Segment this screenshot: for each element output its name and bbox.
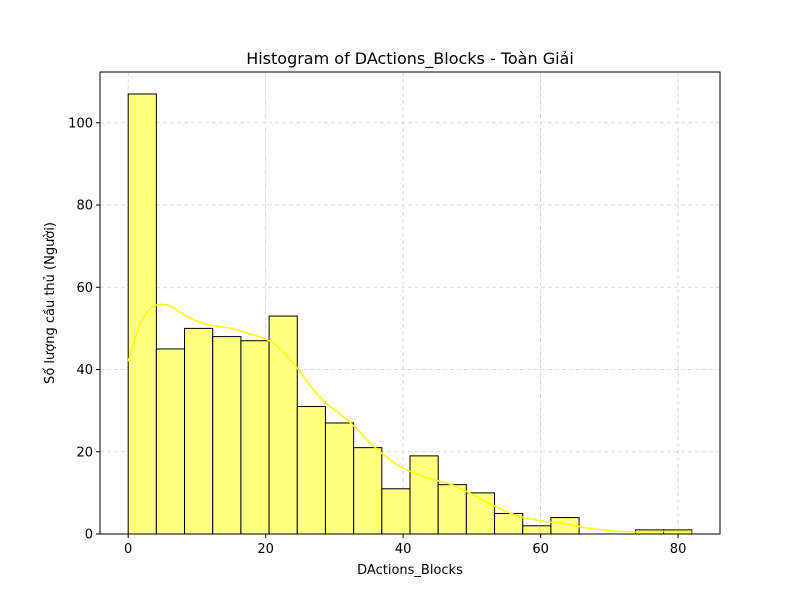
x-axis-ticks: 0 20 40 60 80	[124, 534, 686, 557]
y-tick-label: 40	[76, 363, 93, 378]
x-tick-label: 0	[124, 542, 132, 557]
histogram-bar	[184, 327, 214, 535]
y-tick-label: 80	[76, 199, 93, 214]
y-tick-label: 100	[68, 116, 93, 131]
histogram-bar	[240, 340, 270, 535]
y-tick-label: 20	[76, 445, 93, 460]
histogram-bar	[212, 336, 242, 535]
x-tick-label: 60	[532, 542, 549, 557]
y-axis-label: Số lượng cầu thủ (Người)	[43, 222, 58, 384]
x-axis-label: DActions_Blocks	[357, 563, 463, 578]
x-tick-label: 80	[670, 542, 687, 557]
histogram-bar	[409, 455, 439, 535]
y-tick-label: 60	[76, 281, 93, 296]
histogram-bar	[381, 488, 411, 535]
plot-area-frame	[99, 71, 721, 535]
histogram-bar	[522, 525, 552, 535]
kde-curve	[127, 303, 692, 533]
histogram-bar	[127, 93, 157, 535]
histogram-bar	[437, 484, 467, 535]
histogram-bar	[296, 406, 326, 535]
chart-title: Histogram of DActions_Blocks - Toàn Giải	[246, 49, 574, 69]
histogram-bar	[268, 315, 298, 535]
histogram-bar	[155, 348, 186, 535]
x-tick-label: 20	[257, 542, 274, 557]
histogram-bar	[324, 422, 355, 535]
histogram-bar	[353, 447, 383, 535]
y-tick-label: 0	[85, 528, 93, 543]
x-tick-label: 40	[395, 542, 412, 557]
y-axis-ticks: 0 20 40 60 80 100	[68, 116, 100, 543]
histogram-bars	[127, 93, 693, 535]
